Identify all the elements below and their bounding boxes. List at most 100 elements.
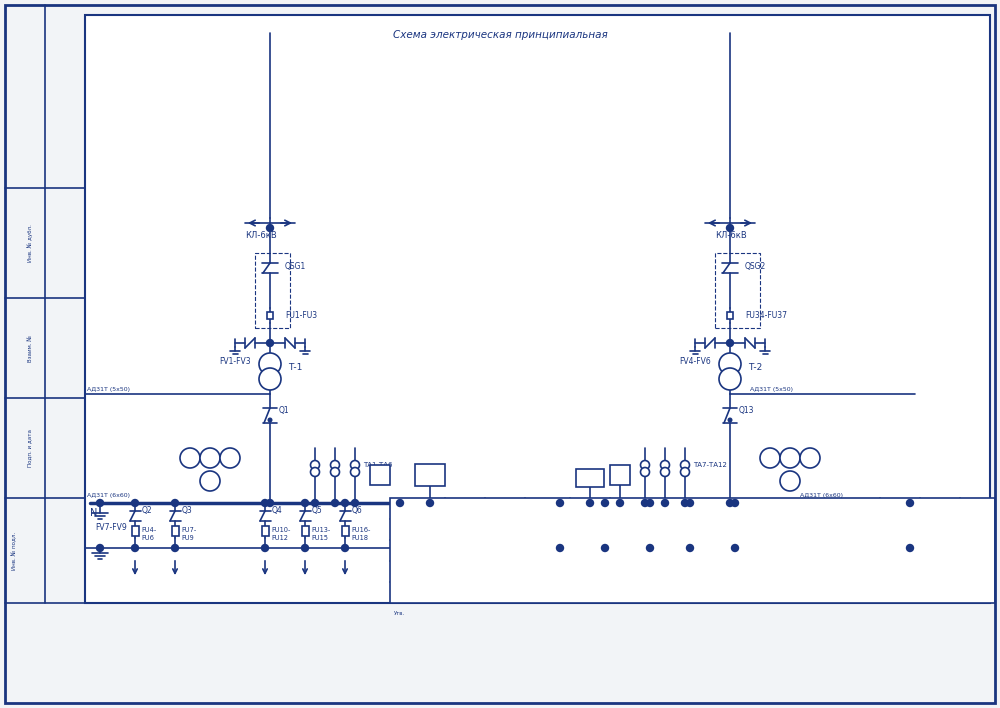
Text: QSG2: QSG2 <box>745 261 766 270</box>
Bar <box>262 526 268 536</box>
Circle shape <box>172 500 178 506</box>
Text: КЛ-6кВ: КЛ-6кВ <box>245 231 277 239</box>
Text: Масса: Масса <box>932 506 948 511</box>
Circle shape <box>660 460 670 469</box>
Text: FV4-FV6: FV4-FV6 <box>679 357 711 365</box>
Text: FU13-
FU15: FU13- FU15 <box>311 527 330 540</box>
Circle shape <box>686 500 694 506</box>
Text: Масштаб: Масштаб <box>966 506 989 511</box>
Text: Q3: Q3 <box>182 506 193 515</box>
Text: Q7: Q7 <box>407 506 418 515</box>
Circle shape <box>646 500 654 506</box>
Circle shape <box>172 544 178 552</box>
Bar <box>576 469 604 487</box>
Text: Утв.: Утв. <box>394 611 405 616</box>
Circle shape <box>556 544 564 552</box>
Circle shape <box>728 418 732 422</box>
Circle shape <box>302 500 308 506</box>
Circle shape <box>266 224 274 232</box>
Text: A: A <box>767 454 773 462</box>
Bar <box>370 465 390 485</box>
Circle shape <box>180 448 200 468</box>
Text: Q8: Q8 <box>567 506 578 515</box>
Circle shape <box>726 224 734 232</box>
Bar <box>255 253 290 328</box>
Text: Рik2: Рik2 <box>613 472 627 478</box>
Text: Двух трансформаторная подстанция: Двух трансформаторная подстанция <box>703 525 842 530</box>
Bar <box>727 312 733 319</box>
Circle shape <box>602 544 608 552</box>
Circle shape <box>682 500 688 506</box>
Circle shape <box>302 544 308 552</box>
Circle shape <box>310 460 320 469</box>
Text: A: A <box>787 454 793 462</box>
Circle shape <box>660 467 670 476</box>
Bar <box>602 526 608 536</box>
Text: КЛ-6кВ: КЛ-6кВ <box>715 231 747 239</box>
Circle shape <box>332 500 338 506</box>
Text: ООО "Южный КИТ": ООО "Южный КИТ" <box>899 578 976 586</box>
Text: Проб.: Проб. <box>394 548 409 553</box>
Text: FU34-FU37: FU34-FU37 <box>745 311 787 320</box>
Text: Рik1: Рik1 <box>373 472 387 478</box>
Text: комплектная киоскабого типа: комплектная киоскабого типа <box>716 542 829 548</box>
Text: тупиковая: тупиковая <box>753 560 792 566</box>
Circle shape <box>680 467 690 476</box>
Circle shape <box>200 448 220 468</box>
Text: Подп. и дата: Подп. и дата <box>28 429 32 467</box>
Circle shape <box>342 544 349 552</box>
Text: Q11: Q11 <box>697 506 712 515</box>
Text: №dok: №dok <box>498 506 512 511</box>
Circle shape <box>642 500 648 506</box>
Bar <box>302 526 308 536</box>
Circle shape <box>266 500 274 506</box>
Text: QSG1: QSG1 <box>285 261 306 270</box>
Text: Разрад.: Разрад. <box>394 527 415 532</box>
Text: Лист: Лист <box>459 506 471 511</box>
Text: V: V <box>207 476 213 486</box>
Circle shape <box>330 467 340 476</box>
Text: FV1-FV3: FV1-FV3 <box>219 357 251 365</box>
Circle shape <box>616 500 624 506</box>
Circle shape <box>906 544 914 552</box>
Text: A: A <box>187 454 193 462</box>
Circle shape <box>800 448 820 468</box>
Circle shape <box>351 460 360 469</box>
Text: FU25-
FU27: FU25- FU27 <box>656 527 676 540</box>
Circle shape <box>780 448 800 468</box>
Circle shape <box>268 418 272 422</box>
Text: Инв. № подл.: Инв. № подл. <box>12 532 18 569</box>
Circle shape <box>200 471 220 491</box>
Text: АД31Т (6х60): АД31Т (6х60) <box>87 493 130 498</box>
Circle shape <box>732 500 738 506</box>
Bar <box>267 312 273 319</box>
Text: FU22-
FU24: FU22- FU24 <box>611 527 631 540</box>
Text: V: V <box>787 476 793 486</box>
Text: Схема электрическая принципиальная: Схема электрическая принципиальная <box>393 30 607 40</box>
Text: Q9: Q9 <box>612 506 623 515</box>
Text: ЯСН: ЯСН <box>581 474 599 482</box>
Bar <box>172 526 178 536</box>
Circle shape <box>640 467 650 476</box>
Text: 2КТПН-Т-К/К-400-6/0,4: 2КТПН-Т-К/К-400-6/0,4 <box>714 578 832 586</box>
Bar <box>85 15 990 603</box>
Text: Т-2: Т-2 <box>748 363 762 372</box>
Bar <box>646 526 654 536</box>
Text: FU10-
FU12: FU10- FU12 <box>271 527 290 540</box>
Bar <box>686 526 694 536</box>
Text: FU4-
FU6: FU4- FU6 <box>141 527 156 540</box>
Circle shape <box>426 500 434 506</box>
Circle shape <box>640 460 650 469</box>
Bar <box>556 526 564 536</box>
Text: ТА1-ТА6: ТА1-ТА6 <box>363 462 392 468</box>
Text: Q4: Q4 <box>272 506 283 515</box>
Circle shape <box>132 500 138 506</box>
Circle shape <box>96 500 104 506</box>
Text: FU31-
FU33: FU31- FU33 <box>741 527 760 540</box>
Text: БУО: БУО <box>421 471 439 479</box>
Text: Листов: Листов <box>947 527 968 532</box>
Circle shape <box>220 448 240 468</box>
Circle shape <box>259 368 281 390</box>
Text: Взаим. №: Взаим. № <box>28 334 32 362</box>
Text: FU28-
FU30: FU28- FU30 <box>696 527 716 540</box>
